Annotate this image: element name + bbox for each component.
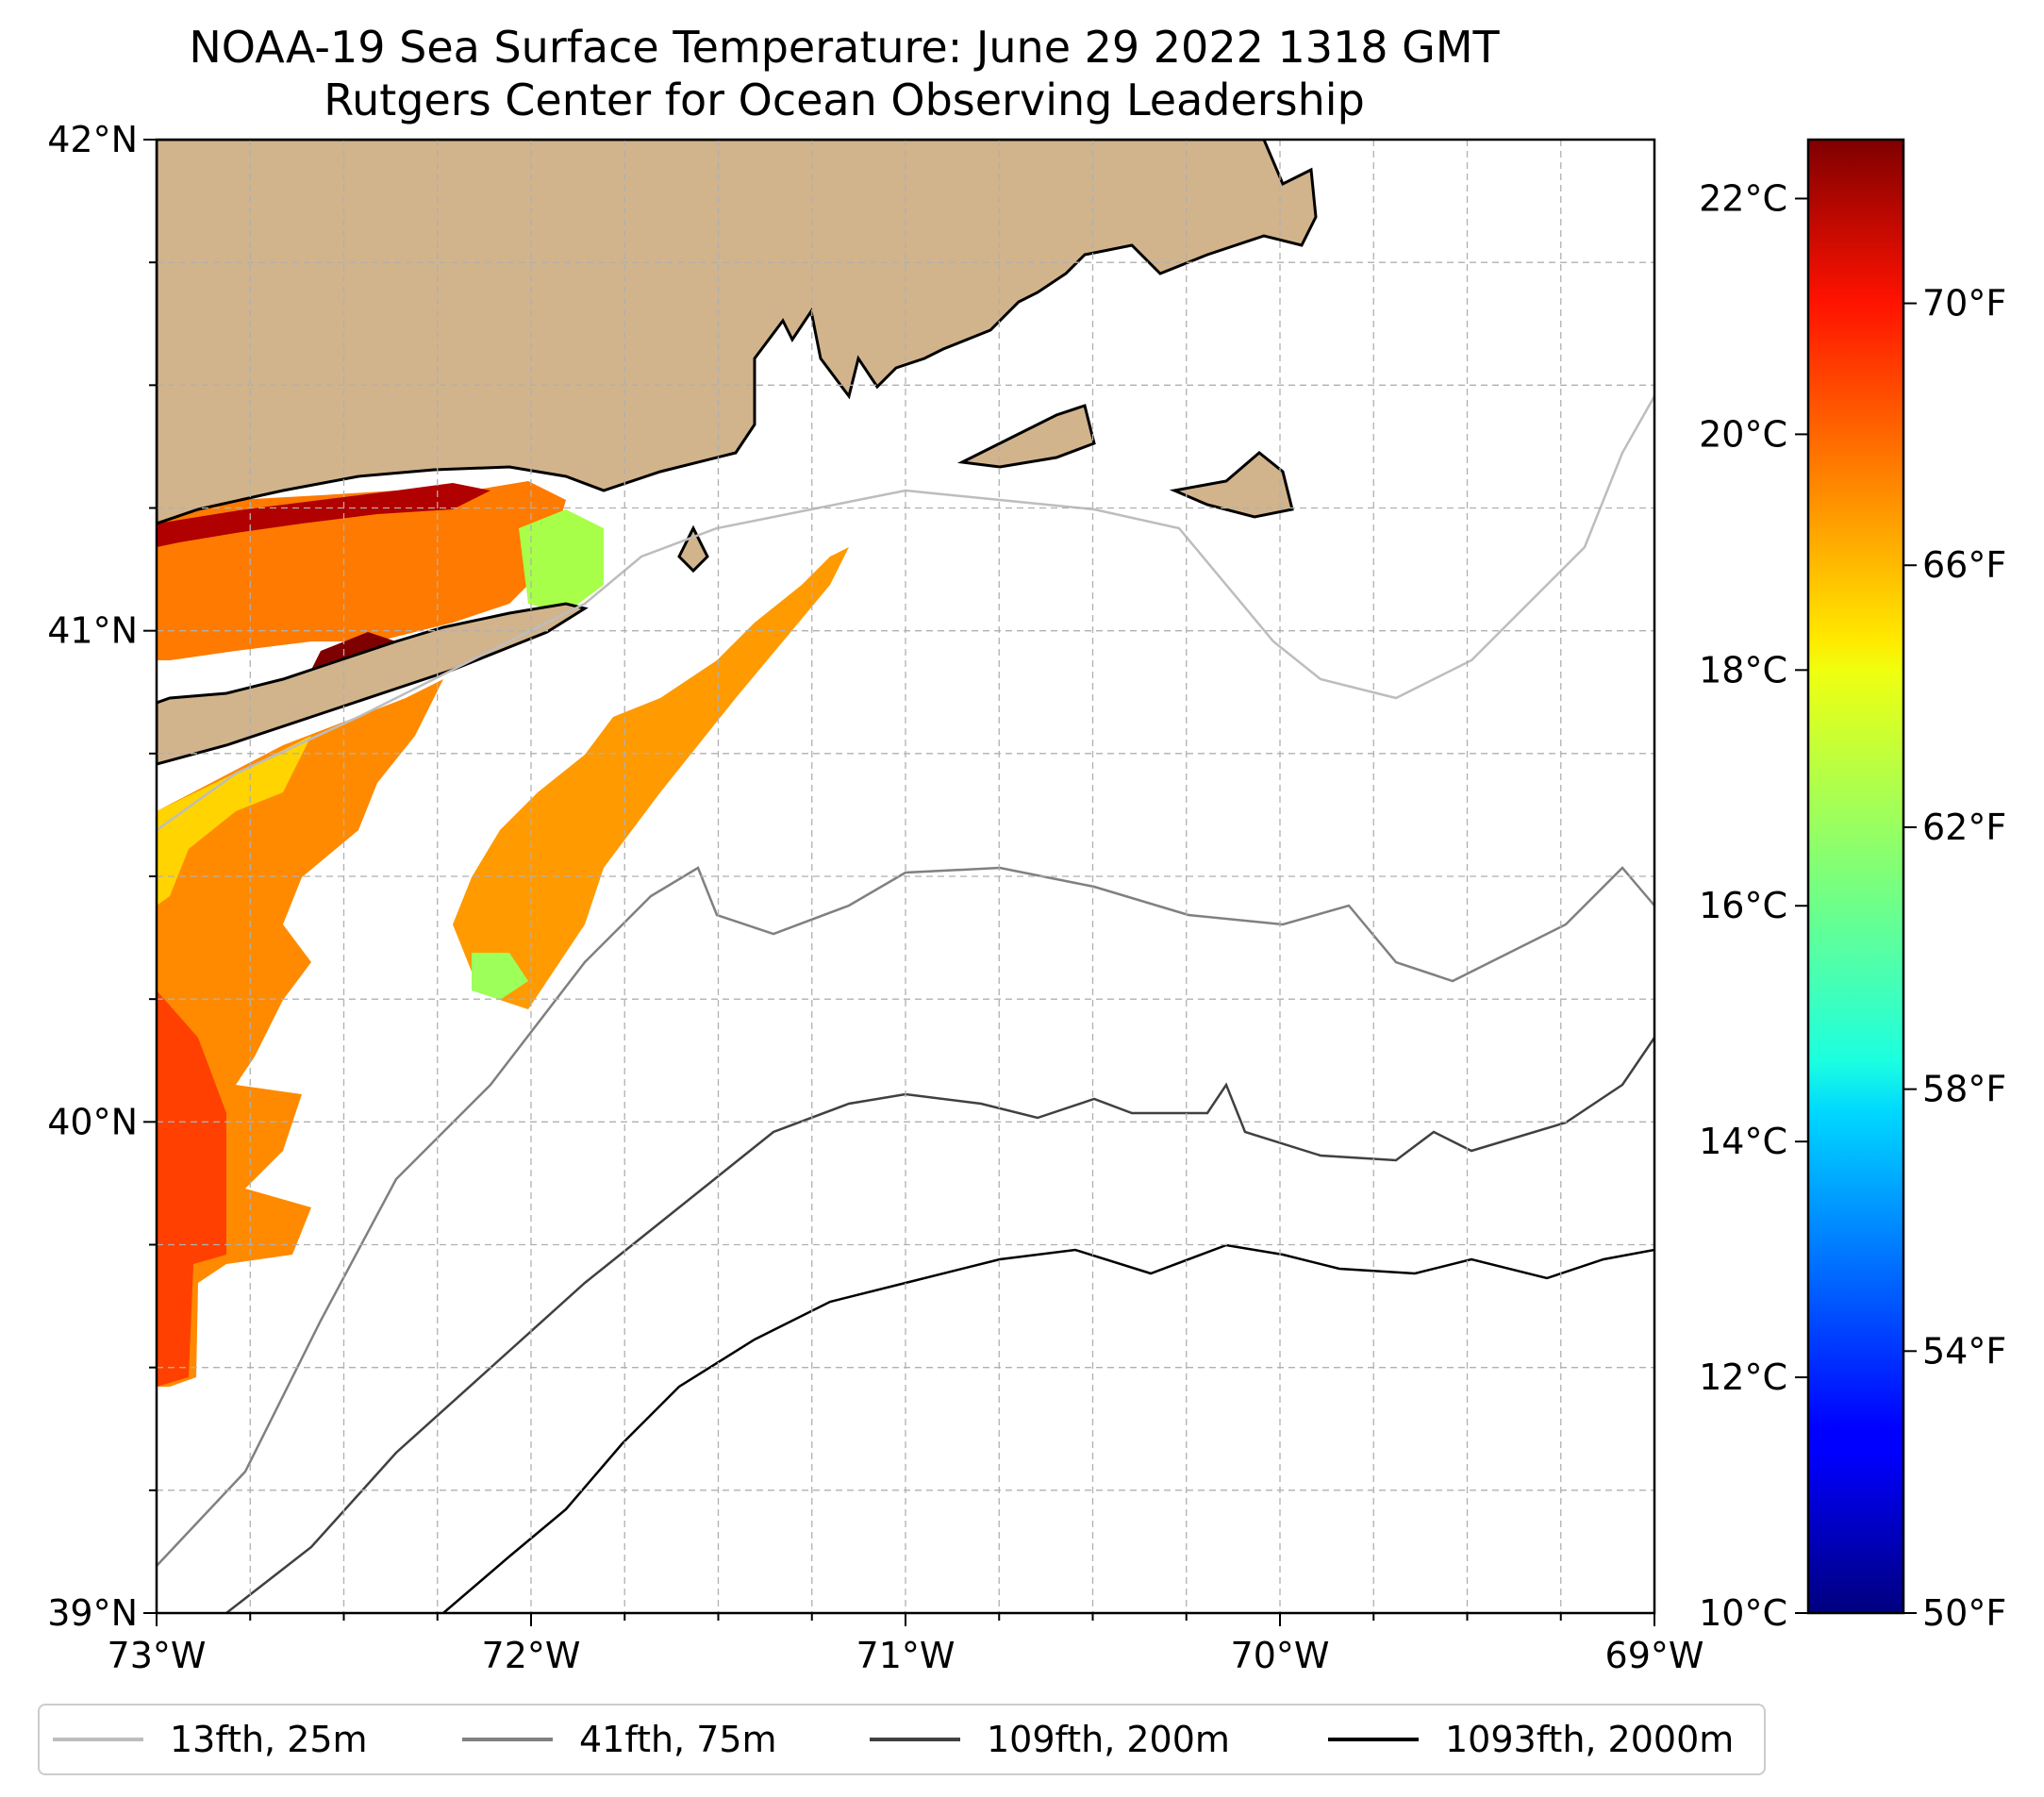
land-martha-vineyard <box>956 404 1096 469</box>
land-nantucket <box>1169 451 1294 519</box>
colorbar-c-label: 22°C <box>1699 177 1787 219</box>
colorbar-c-label: 12°C <box>1699 1356 1787 1398</box>
legend-item-200m: 109fth, 200m <box>870 1705 1230 1773</box>
x-tick-label: 73°W <box>108 1635 207 1676</box>
colorbar-f-label: 66°F <box>1922 544 2006 586</box>
sst-swath-shelf <box>157 679 443 1387</box>
chart-subtitle: Rutgers Center for Ocean Observing Leade… <box>324 75 1365 125</box>
colorbar-c-label: 14°C <box>1699 1121 1787 1162</box>
sst-map: 73°W 72°W 71°W 70°W 69°W 39°N 40°N 41°N 42°N 10°… <box>47 119 2006 1676</box>
legend-item-2000m: 1093fth, 2000m <box>1328 1705 1734 1773</box>
map-grid <box>157 140 1654 1613</box>
sst-swath-red <box>157 990 226 1387</box>
chart-title: NOAA-19 Sea Surface Temperature: June 29… <box>189 22 1500 73</box>
depth-contours <box>157 395 1654 1613</box>
y-tick-label: 39°N <box>47 1592 138 1634</box>
contour-75m <box>157 866 1654 1567</box>
colorbar-f-label: 62°F <box>1922 807 2006 848</box>
land-long-island <box>157 602 589 766</box>
legend-line-75m <box>462 1738 553 1741</box>
colorbar-f-label: 50°F <box>1922 1592 2006 1634</box>
legend-label-200m: 109fth, 200m <box>987 1719 1230 1760</box>
legend-label-75m: 41fth, 75m <box>579 1719 777 1760</box>
legend-item-75m: 41fth, 75m <box>462 1705 777 1773</box>
sst-data <box>157 481 849 1387</box>
sst-swath-yellow <box>157 736 311 906</box>
y-tick-label: 41°N <box>47 610 138 652</box>
contour-25m <box>157 395 1654 832</box>
contour-2000m <box>442 1243 1654 1613</box>
legend-item-25m: 13fth, 25m <box>53 1705 368 1773</box>
x-tick-label: 72°W <box>482 1635 581 1676</box>
colorbar-f-label: 54°F <box>1922 1330 2006 1372</box>
sst-swath-green-ne <box>519 509 604 613</box>
colorbar-f-label: 58°F <box>1922 1069 2006 1110</box>
colorbar <box>1806 138 1905 1615</box>
x-tick-label: 70°W <box>1231 1635 1330 1676</box>
colorbar-c-label: 18°C <box>1699 649 1787 691</box>
land <box>157 140 1318 766</box>
y-tick-label: 40°N <box>47 1101 138 1142</box>
y-tick-label: 42°N <box>47 119 138 160</box>
sst-swath-offshore <box>453 547 849 1009</box>
colorbar-c-label: 20°C <box>1699 413 1787 455</box>
map-ticks: 73°W 72°W 71°W 70°W 69°W 39°N 40°N 41°N 42°N <box>47 119 1703 1676</box>
colorbar-f-label: 70°F <box>1922 283 2006 324</box>
sst-swath-li-sound-red <box>157 483 490 547</box>
land-connecticut-massachusetts <box>157 140 1318 525</box>
colorbar-c-label: 16°C <box>1699 885 1787 926</box>
legend-line-25m <box>53 1738 143 1741</box>
legend: 13fth, 25m 41fth, 75m 109fth, 200m 1093f… <box>38 1704 1766 1775</box>
colorbar-ticks: 10°C 12°C 14°C 16°C 18°C 20°C 22°C 50°F 54°F 58°F… <box>1699 177 2006 1634</box>
sst-swath-green-patch <box>472 953 528 1000</box>
x-tick-label: 71°W <box>856 1635 956 1676</box>
legend-label-25m: 13fth, 25m <box>170 1719 368 1760</box>
legend-label-2000m: 1093fth, 2000m <box>1445 1719 1735 1760</box>
contour-200m <box>225 1037 1654 1613</box>
legend-line-200m <box>870 1738 960 1741</box>
legend-line-2000m <box>1328 1738 1419 1741</box>
colorbar-c-label: 10°C <box>1699 1592 1787 1634</box>
x-tick-label: 69°W <box>1605 1635 1704 1676</box>
